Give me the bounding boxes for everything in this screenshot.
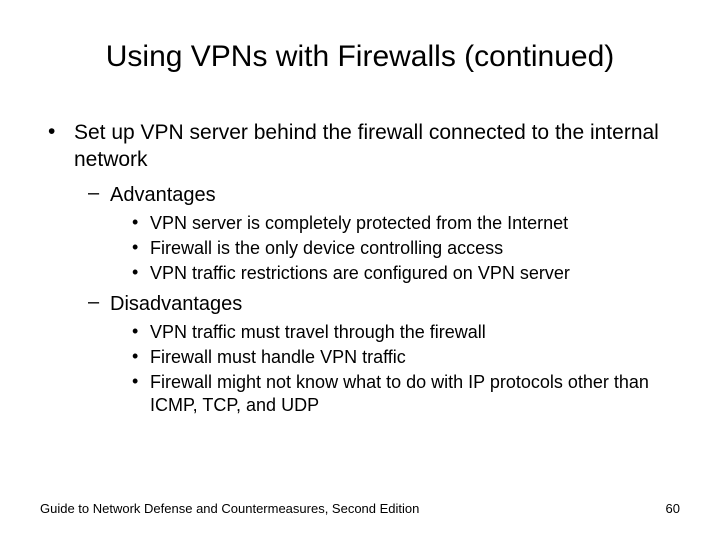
slide-footer: Guide to Network Defense and Countermeas… (40, 501, 680, 516)
bullet-marker: • (132, 212, 150, 235)
bullet-marker: • (132, 237, 150, 260)
bullet-level3: • Firewall might not know what to do wit… (132, 371, 680, 417)
bullet-marker: • (132, 371, 150, 417)
bullet-level2: – Advantages (88, 182, 680, 208)
bullet-text: Firewall is the only device controlling … (150, 237, 680, 260)
bullet-marker: • (132, 321, 150, 344)
footer-source: Guide to Network Defense and Countermeas… (40, 501, 419, 516)
bullet-marker: – (88, 291, 110, 317)
bullet-level2: – Disadvantages (88, 291, 680, 317)
bullet-text: Firewall might not know what to do with … (150, 371, 680, 417)
bullet-level1: • Set up VPN server behind the firewall … (48, 120, 680, 174)
page-number: 60 (666, 501, 680, 516)
bullet-text: Advantages (110, 182, 680, 208)
bullet-level3: • VPN traffic restrictions are configure… (132, 262, 680, 285)
bullet-marker: • (132, 262, 150, 285)
bullet-text: Disadvantages (110, 291, 680, 317)
bullet-marker: – (88, 182, 110, 208)
bullet-marker: • (48, 120, 74, 174)
bullet-level3: • Firewall must handle VPN traffic (132, 346, 680, 369)
bullet-text: VPN traffic restrictions are configured … (150, 262, 680, 285)
bullet-text: VPN server is completely protected from … (150, 212, 680, 235)
bullet-level3: • VPN server is completely protected fro… (132, 212, 680, 235)
bullet-level3: • VPN traffic must travel through the fi… (132, 321, 680, 344)
bullet-text: VPN traffic must travel through the fire… (150, 321, 680, 344)
bullet-marker: • (132, 346, 150, 369)
bullet-text: Set up VPN server behind the firewall co… (74, 120, 680, 174)
bullet-text: Firewall must handle VPN traffic (150, 346, 680, 369)
bullet-level3: • Firewall is the only device controllin… (132, 237, 680, 260)
slide-title: Using VPNs with Firewalls (continued) (40, 40, 680, 74)
